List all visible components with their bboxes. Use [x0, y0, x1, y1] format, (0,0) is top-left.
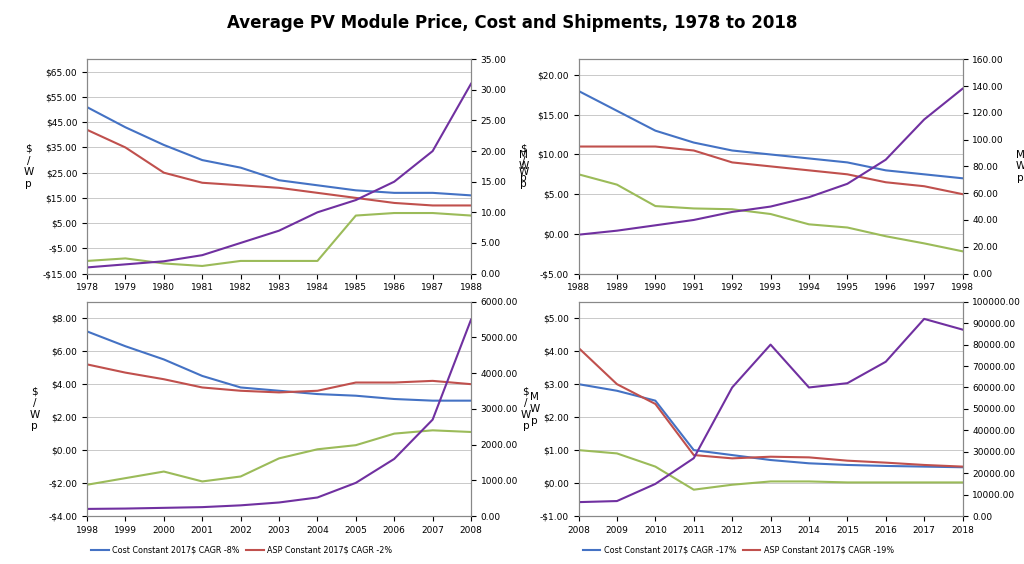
- Y-axis label: $
/
W
p: $ / W p: [518, 144, 528, 189]
- Text: Average PV Module Price, Cost and Shipments, 1978 to 2018: Average PV Module Price, Cost and Shipme…: [226, 14, 798, 32]
- Y-axis label: $
/
W
p: $ / W p: [30, 386, 40, 431]
- Y-axis label: $
/
W
p: $ / W p: [24, 144, 34, 189]
- Legend: ASP/Cost Delta, Shipments MWp CAGR 42%: ASP/Cost Delta, Shipments MWp CAGR 42%: [91, 325, 310, 334]
- Y-axis label: $
/
W
p: $ / W p: [520, 386, 531, 431]
- Legend: ASP/Cost Delta, Shipments MWp CAGR 16%: ASP/Cost Delta, Shipments MWp CAGR 16%: [583, 325, 802, 334]
- Y-axis label: M
W
p: M W p: [518, 150, 528, 183]
- Y-axis label: M
W
p: M W p: [529, 393, 540, 425]
- Y-axis label: M
W
p: M W p: [1016, 150, 1024, 183]
